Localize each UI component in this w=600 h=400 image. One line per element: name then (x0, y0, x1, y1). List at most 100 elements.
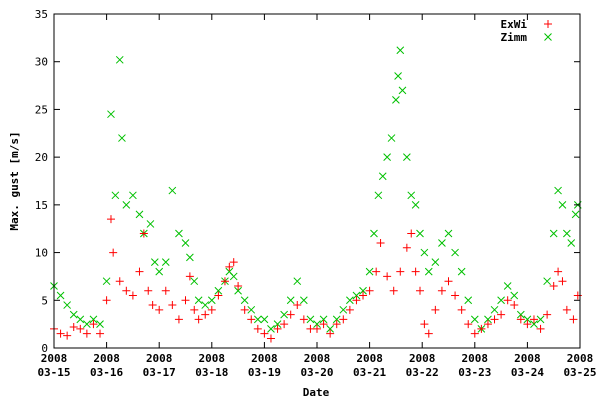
data-point (470, 329, 479, 338)
data-point (339, 305, 348, 314)
data-point (260, 329, 269, 338)
data-point (150, 258, 159, 266)
data-point (266, 334, 275, 343)
data-point (549, 281, 558, 290)
x-tick-label-year: 2008 (146, 352, 173, 365)
data-point (530, 320, 538, 328)
data-point (214, 291, 223, 300)
data-point (529, 315, 538, 324)
data-point (190, 277, 199, 286)
data-point (562, 305, 571, 314)
x-tick-label-date: 03-15 (37, 366, 70, 379)
data-point (234, 286, 242, 295)
data-point (431, 305, 440, 314)
data-point (558, 201, 567, 209)
data-point (253, 315, 262, 324)
data-point (190, 305, 199, 314)
data-point (477, 324, 486, 333)
data-point (431, 258, 440, 266)
data-point (273, 320, 282, 328)
data-point (118, 134, 126, 142)
data-point (554, 267, 563, 276)
data-point (229, 258, 238, 267)
data-point (464, 296, 473, 305)
data-point (516, 310, 525, 319)
data-point (490, 315, 499, 324)
data-point (102, 296, 111, 305)
data-point (383, 153, 391, 161)
x-tick-label-date: 03-21 (353, 366, 386, 379)
data-point (503, 282, 512, 290)
data-point (82, 329, 91, 338)
data-point (161, 286, 170, 295)
data-point (168, 301, 177, 310)
data-point (444, 277, 453, 286)
data-point (155, 305, 164, 314)
data-point (464, 320, 473, 329)
data-point (549, 229, 558, 238)
data-point (457, 267, 466, 276)
data-point (155, 267, 164, 276)
data-point (378, 172, 387, 181)
data-point (376, 239, 385, 248)
data-point (313, 320, 321, 328)
data-point (107, 110, 115, 119)
data-point (214, 286, 223, 295)
data-point (569, 315, 578, 324)
y-tick-label: 15 (35, 199, 48, 212)
x-tick-label-date: 03-19 (248, 366, 281, 379)
data-point (89, 315, 98, 324)
data-point (240, 305, 249, 314)
data-point (106, 215, 115, 224)
data-point (536, 315, 545, 324)
data-point (280, 320, 289, 329)
data-point (168, 186, 177, 195)
data-point (416, 229, 424, 238)
data-point (247, 315, 256, 324)
data-point (554, 186, 562, 195)
data-point (326, 325, 335, 333)
data-point (396, 46, 405, 55)
data-point (332, 315, 341, 324)
data-point (69, 310, 78, 319)
data-point (523, 320, 532, 329)
x-tick-label-date: 03-20 (300, 366, 333, 379)
x-tick-label-date: 03-22 (406, 366, 439, 379)
data-point (359, 286, 367, 295)
data-point (240, 296, 249, 305)
x-tick-label-year: 2008 (251, 352, 278, 365)
data-point (387, 134, 396, 142)
data-point (543, 310, 552, 319)
data-point (420, 320, 429, 329)
data-point (56, 291, 65, 300)
data-point (420, 248, 429, 257)
data-point (135, 210, 144, 219)
data-point (220, 277, 229, 286)
data-point (562, 229, 571, 238)
y-tick-label: 25 (35, 103, 48, 116)
data-point (148, 301, 157, 310)
legend-label: Zimm (501, 31, 528, 44)
data-point (111, 191, 120, 200)
data-point (484, 315, 492, 324)
x-tick-label-year: 2008 (93, 352, 120, 365)
x-tick-label-date: 03-24 (511, 366, 544, 379)
data-point (516, 315, 525, 324)
data-point (313, 324, 321, 333)
y-tick-label: 10 (35, 247, 48, 260)
data-point (370, 229, 378, 238)
x-tick-label-date: 03-17 (143, 366, 176, 379)
x-tick-label-year: 2008 (304, 352, 331, 365)
data-point (383, 272, 392, 281)
data-point (267, 325, 275, 333)
data-point (374, 191, 383, 200)
data-point (396, 267, 405, 276)
data-point (234, 281, 243, 290)
data-point (510, 301, 519, 310)
data-point (89, 320, 98, 329)
data-point (229, 272, 238, 281)
y-tick-label: 0 (41, 342, 48, 355)
data-point (411, 201, 420, 209)
